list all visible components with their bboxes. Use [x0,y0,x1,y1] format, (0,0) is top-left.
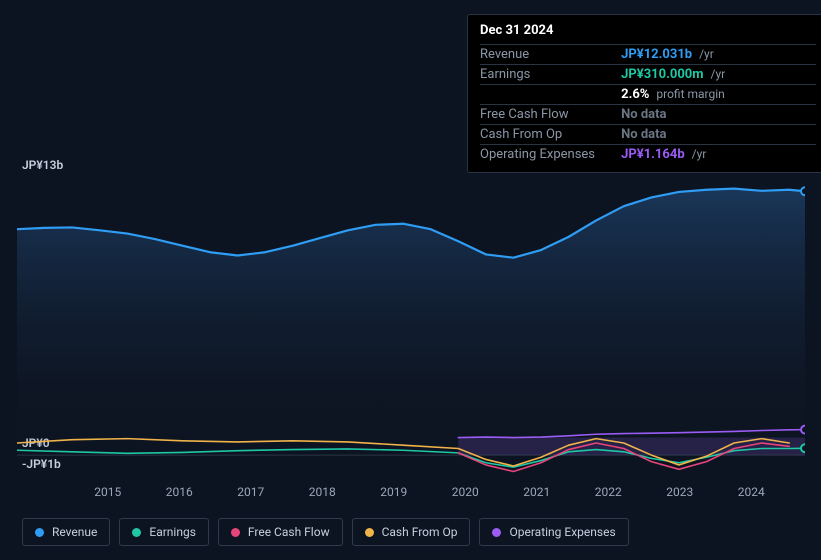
legend-item[interactable]: Free Cash Flow [218,518,343,546]
tooltip-row-label: Cash From Op [480,125,621,145]
tooltip-card: Dec 31 2024 RevenueJP¥12.031b /yrEarning… [467,14,821,173]
tooltip-row-value: JP¥1.164b /yr [621,145,816,165]
tooltip-row-value: JP¥12.031b /yr [621,45,816,65]
x-axis-tick: 2019 [358,485,430,499]
x-axis-tick: 2022 [573,485,645,499]
tooltip-row: RevenueJP¥12.031b /yr [480,45,816,65]
legend-item[interactable]: Revenue [22,518,110,546]
legend-swatch [231,528,240,537]
x-axis-tick: 2023 [644,485,716,499]
tooltip-row: Operating ExpensesJP¥1.164b /yr [480,145,816,165]
legend-label: Earnings [149,525,196,539]
legend-swatch [35,528,44,537]
tooltip-table: RevenueJP¥12.031b /yrEarningsJP¥310.000m… [480,44,816,164]
x-axis-tick: 2015 [72,485,144,499]
tooltip-row: EarningsJP¥310.000m /yr [480,65,816,85]
legend-swatch [492,528,501,537]
legend-item[interactable]: Operating Expenses [479,518,628,546]
tooltip-row-value: No data [621,125,816,145]
tooltip-row: 2.6% profit margin [480,85,816,105]
legend-swatch [132,528,141,537]
tooltip-row-label: Revenue [480,45,621,65]
tooltip-row: Free Cash FlowNo data [480,105,816,125]
tooltip-row-label: Free Cash Flow [480,105,621,125]
tooltip-row-label: Operating Expenses [480,145,621,165]
tooltip-row-value: 2.6% profit margin [621,85,816,105]
tooltip-title: Dec 31 2024 [480,23,816,38]
x-axis-tick: 2020 [430,485,502,499]
legend-item[interactable]: Cash From Op [352,518,471,546]
legend-label: Cash From Op [382,525,458,539]
legend: Revenue Earnings Free Cash Flow Cash From O… [22,518,629,546]
x-axis-tick: 2018 [287,485,359,499]
x-axis-ticks: 2015201620172018201920202021202220232024 [72,485,787,499]
tooltip-row-label: Earnings [480,65,621,85]
tooltip-row-value: No data [621,105,816,125]
tooltip-row-value: JP¥310.000m /yr [621,65,816,85]
tooltip-row: Cash From OpNo data [480,125,816,145]
chart-canvas[interactable] [17,170,805,477]
x-axis-tick: 2016 [144,485,216,499]
legend-label: Revenue [52,525,97,539]
tooltip-row-label [480,85,621,105]
x-axis-tick: 2024 [716,485,788,499]
legend-label: Operating Expenses [509,525,615,539]
x-axis-tick: 2021 [501,485,573,499]
legend-swatch [365,528,374,537]
legend-label: Free Cash Flow [248,525,330,539]
legend-item[interactable]: Earnings [119,518,209,546]
x-axis-tick: 2017 [215,485,287,499]
